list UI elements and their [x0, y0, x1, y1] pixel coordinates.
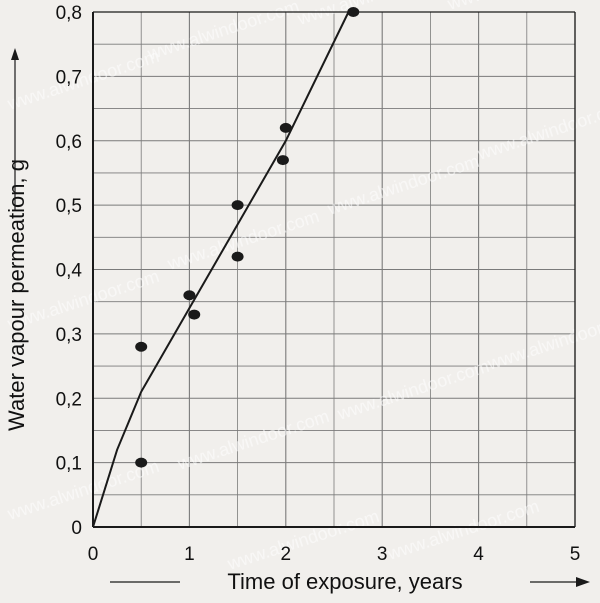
data-point	[183, 290, 196, 301]
watermark-text: www.alwindoor.com	[174, 406, 331, 474]
x-tick-label: 2	[281, 544, 292, 565]
y-tick-label: 0,8	[56, 3, 82, 24]
y-tick-label: 0	[71, 518, 82, 539]
y-tick-label: 0,3	[56, 325, 82, 346]
watermark-text: www.alwindoor.com	[324, 151, 481, 219]
watermark-text: www.alwindoor.com	[384, 496, 541, 564]
data-point	[188, 309, 201, 320]
y-axis-arrow	[11, 48, 19, 210]
watermark-text: www.alwindoor.com	[4, 46, 161, 114]
watermark-text: www.alwindoor.com	[144, 0, 301, 64]
data-point	[276, 155, 289, 166]
x-axis-arrow	[110, 577, 590, 587]
fit-line	[92, 11, 350, 528]
data-point	[135, 341, 148, 352]
y-tick-label: 0,7	[56, 67, 82, 88]
x-tick-label: 1	[184, 544, 195, 565]
data-point	[347, 7, 360, 17]
x-tick-label: 4	[473, 544, 484, 565]
watermark-text: www.alwindoor.com	[484, 306, 600, 374]
grid	[92, 11, 576, 528]
data-point	[135, 457, 148, 468]
points-layer	[135, 7, 360, 468]
data-point	[231, 200, 244, 211]
tick-labels: 0 1 2 3 4 5 0 0,1 0,2 0,3 0,4 0,5 0,6 0,7 0,8	[56, 3, 581, 565]
watermark-text: www.alwindoor.com	[294, 0, 451, 29]
y-axis-label: Water vapour permeation, g	[4, 159, 29, 431]
y-tick-label: 0,4	[56, 261, 83, 282]
y-tick-label: 0,2	[56, 389, 82, 410]
x-tick-label: 0	[88, 544, 99, 565]
fit-line-layer	[92, 11, 350, 528]
axes	[92, 11, 576, 528]
watermark-text: www.alwindoor.com	[224, 506, 381, 574]
y-tick-label: 0,1	[56, 454, 82, 475]
watermark-text: www.alwindoor.com	[474, 96, 600, 164]
x-axis-label: Time of exposure, years	[227, 569, 462, 594]
data-point	[279, 122, 292, 133]
data-point	[231, 251, 244, 262]
y-tick-label: 0,5	[56, 196, 82, 217]
x-tick-label: 3	[377, 544, 388, 565]
y-tick-label: 0,6	[56, 132, 82, 153]
x-tick-label: 5	[570, 544, 581, 565]
